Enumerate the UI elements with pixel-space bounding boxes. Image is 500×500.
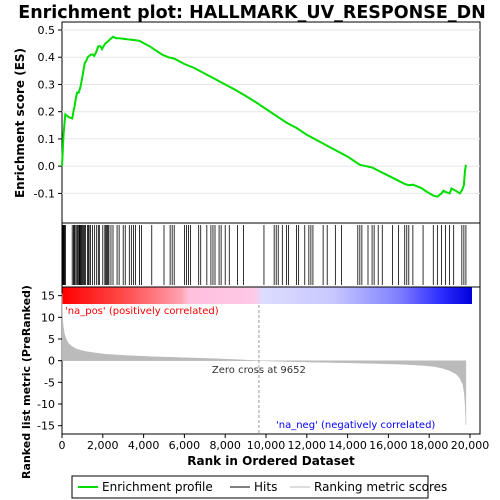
x-tick-label: 10,000 [247, 439, 286, 452]
es-y-tick-label: 0.1 [38, 133, 56, 146]
rank-y-tick-label: 0 [48, 355, 55, 368]
x-axis-title: Rank in Ordered Dataset [187, 454, 355, 468]
zero-cross-label: Zero cross at 9652 [212, 365, 306, 376]
legend-label-es: Enrichment profile [102, 480, 213, 494]
rank-y-tick-label: 15 [41, 290, 55, 303]
rank-y-tick-label: -5 [44, 376, 55, 389]
rank-series [61, 293, 467, 425]
hits-panel-frame [61, 222, 481, 288]
es-gridlines [62, 29, 480, 194]
rank-y-tick-label: 10 [41, 311, 55, 324]
ranking-metric-area [61, 293, 467, 425]
x-tick-label: 12,000 [288, 439, 327, 452]
gradient-bar [62, 287, 472, 304]
es-series [61, 35, 467, 198]
rank-y-tick-label: 5 [48, 333, 55, 346]
x-tick-label: 14,000 [328, 439, 367, 452]
es-y-tick-label: 0.2 [38, 106, 56, 119]
pos-corr-label: 'na_pos' (positively correlated) [65, 306, 219, 317]
x-tick-label: 16,000 [369, 439, 408, 452]
rank-y-axis-title: Ranked list metric (PreRanked) [20, 285, 33, 479]
es-y-axis: 0.5 0.4 0.3 0.2 0.1 0.0 -0.1 [34, 24, 62, 200]
x-tick-label: 0 [59, 439, 66, 452]
chart-title: Enrichment plot: HALLMARK_UV_RESPONSE_DN [18, 3, 486, 23]
neg-corr-label: 'na_neg' (negatively correlated) [276, 420, 435, 431]
x-tick-label: 4,000 [128, 439, 160, 452]
es-y-tick-label: 0.0 [38, 160, 56, 173]
es-panel-frame [61, 21, 481, 224]
es-y-tick-label: 0.4 [38, 51, 56, 64]
legend-label-rank: Ranking metric scores [314, 480, 447, 494]
es-profile-line [61, 35, 467, 198]
x-tick-label: 2,000 [87, 439, 119, 452]
x-tick-label: 8,000 [209, 439, 241, 452]
x-tick-label: 20,000 [451, 439, 490, 452]
es-y-tick-label: -0.1 [34, 187, 55, 200]
rank-y-tick-label: -10 [37, 398, 55, 411]
legend: Enrichment profile Hits Ranking metric s… [71, 475, 447, 499]
rank-y-axis: 15 10 5 0 -5 -10 -15 [37, 290, 62, 433]
rank-x-axis: 0 2,000 4,000 6,000 8,000 10,000 12,000 14,000 1… [59, 434, 490, 452]
hits-series [62, 225, 467, 285]
es-y-axis-title: Enrichment score (ES) [13, 48, 27, 198]
es-y-tick-label: 0.3 [38, 78, 56, 91]
es-y-tick-label: 0.5 [38, 24, 56, 37]
legend-label-hits: Hits [254, 480, 277, 494]
x-tick-label: 6,000 [169, 439, 201, 452]
x-tick-label: 18,000 [410, 439, 449, 452]
rank-y-tick-label: -15 [37, 420, 55, 433]
